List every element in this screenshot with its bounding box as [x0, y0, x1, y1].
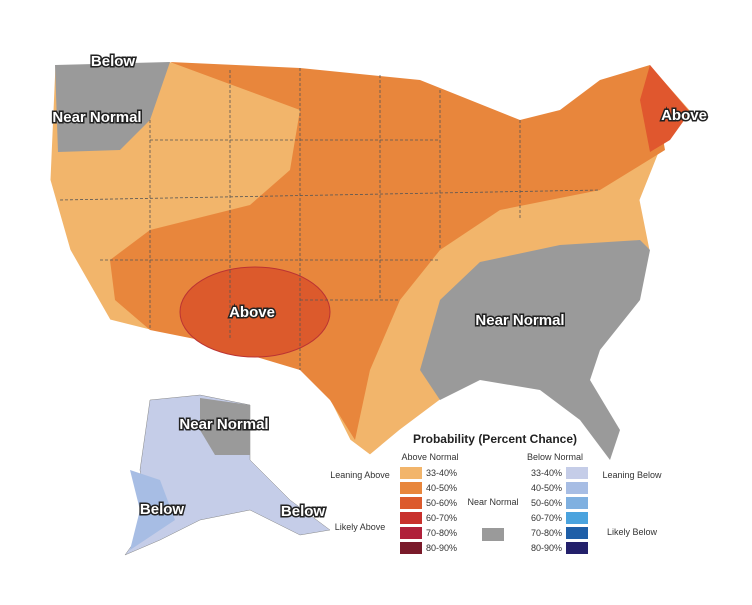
legend-range: 80-90%	[426, 543, 457, 553]
near-normal-nw	[55, 62, 170, 152]
legend-range: 70-80%	[531, 528, 562, 538]
above-core	[179, 266, 331, 358]
legend-swatch	[566, 542, 588, 554]
legend-swatch	[400, 467, 422, 479]
legend-range: 50-60%	[531, 498, 562, 508]
map-label: Below	[140, 501, 185, 518]
legend-range: 70-80%	[426, 528, 457, 538]
legend-range: 60-70%	[531, 513, 562, 523]
legend-group: Likely Above	[335, 522, 386, 532]
alaska	[124, 394, 331, 556]
legend-range: 60-70%	[426, 513, 457, 523]
near-normal-swatch	[482, 528, 504, 541]
maine-region	[640, 65, 690, 152]
legend-group: Near Normal	[467, 497, 518, 507]
legend-range: 40-50%	[426, 483, 457, 493]
alaska-below-2	[130, 470, 175, 550]
legend-heading: Above Normal	[401, 452, 458, 462]
legend-group: Leaning Above	[330, 470, 390, 480]
legend-group: Likely Below	[607, 527, 658, 537]
legend-swatch	[566, 467, 588, 479]
alaska-near-normal	[200, 398, 250, 455]
legend-swatch	[400, 497, 422, 509]
legend-swatch	[400, 482, 422, 494]
legend-range: 40-50%	[531, 483, 562, 493]
legend-group: Leaning Below	[602, 470, 662, 480]
map-label: Near Normal	[179, 416, 268, 433]
legend-swatch	[400, 527, 422, 539]
legend-range: 80-90%	[531, 543, 562, 553]
map-label: Near Normal	[52, 109, 141, 126]
map-label: Above	[661, 107, 707, 124]
legend-swatch	[566, 482, 588, 494]
legend-range: 50-60%	[426, 498, 457, 508]
map-label: Near Normal	[475, 312, 564, 329]
legend-swatch	[566, 512, 588, 524]
legend: Probability (Percent Chance) Above Norma…	[330, 432, 662, 554]
legend-heading: Below Normal	[527, 452, 583, 462]
legend-swatch	[400, 512, 422, 524]
map-label: Below	[281, 503, 326, 520]
near-normal-se	[420, 240, 650, 460]
state-borders	[59, 68, 601, 370]
legend-range: 33-40%	[426, 468, 457, 478]
legend-title: Probability (Percent Chance)	[413, 432, 577, 446]
legend-swatch	[566, 497, 588, 509]
legend-range: 33-40%	[531, 468, 562, 478]
map-label: Above	[229, 304, 275, 321]
legend-swatch	[400, 542, 422, 554]
us-map	[49, 61, 691, 462]
map-label: Below	[91, 53, 136, 70]
legend-swatch	[566, 527, 588, 539]
